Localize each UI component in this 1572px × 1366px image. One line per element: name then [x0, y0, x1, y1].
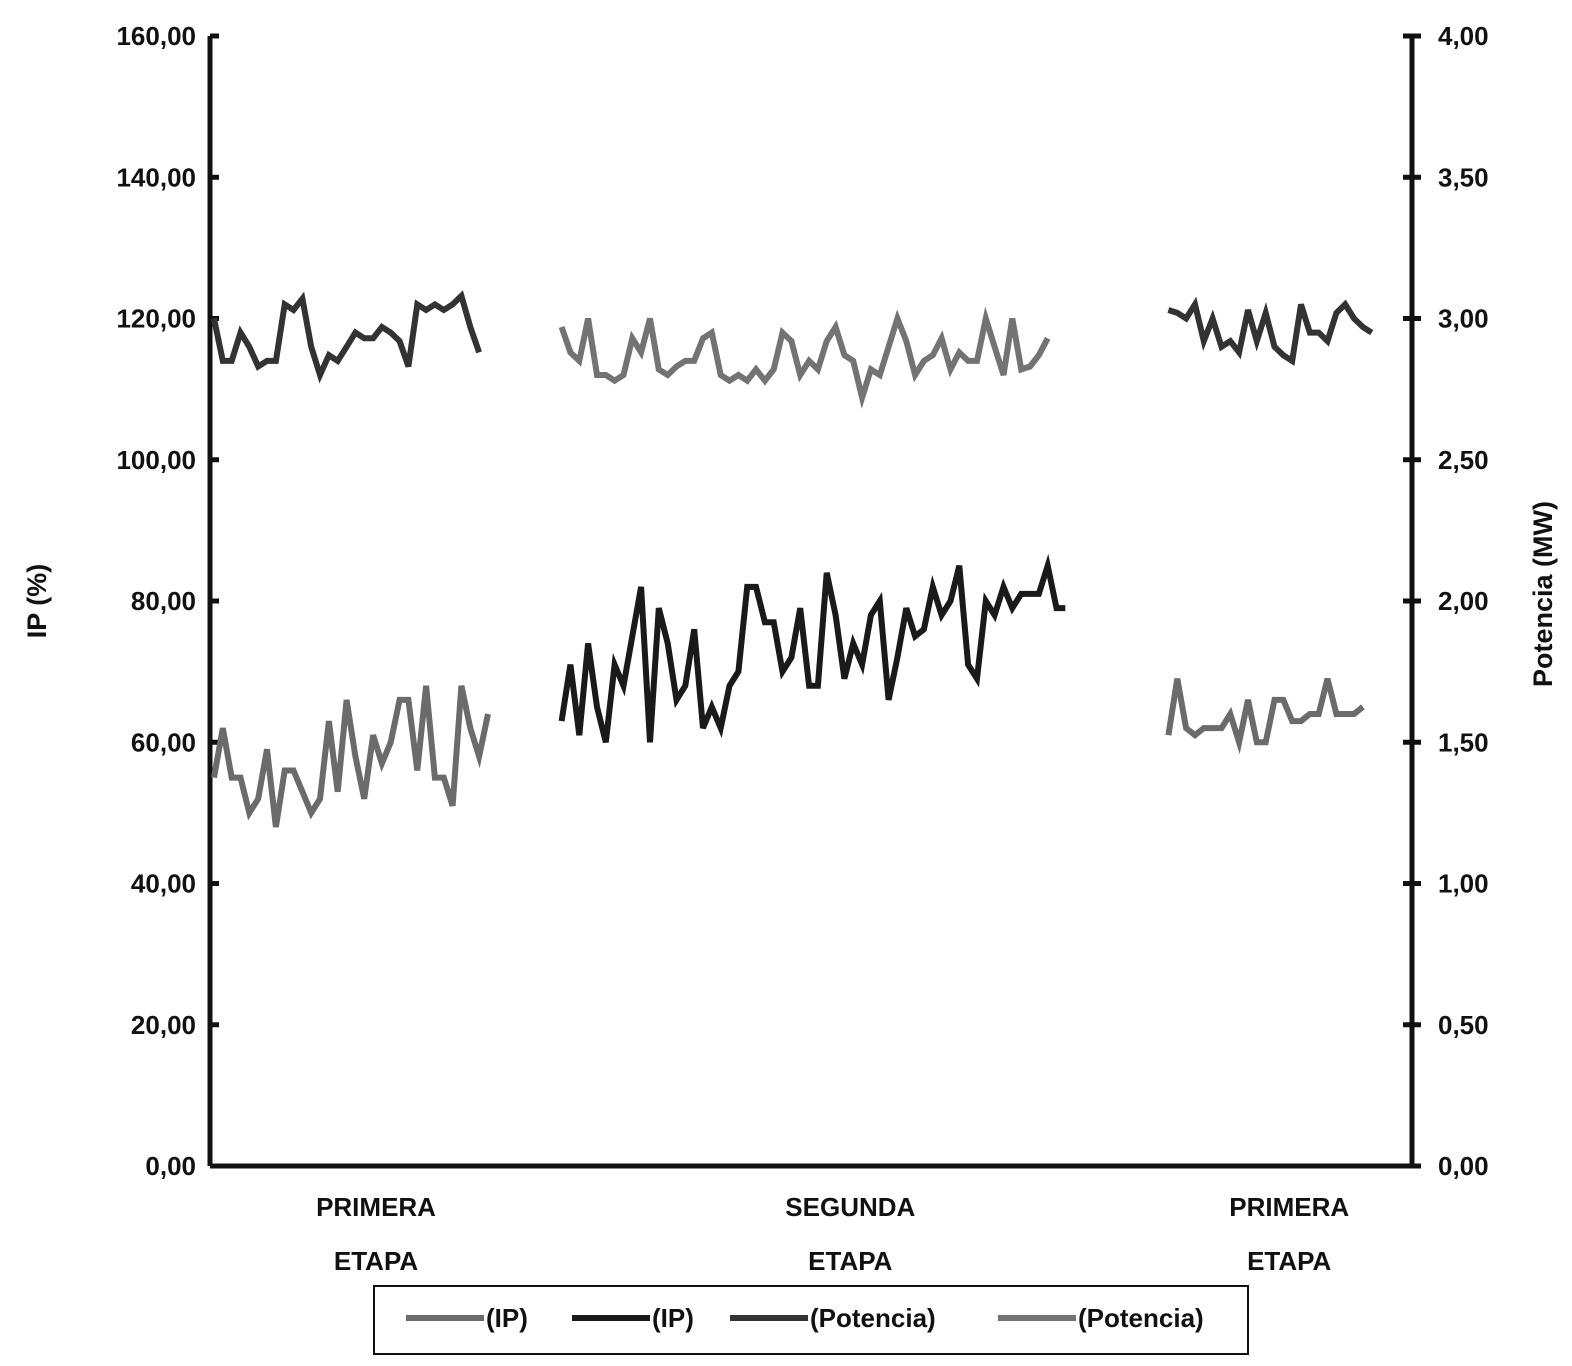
y-axis-title-left: IP (%)	[22, 564, 52, 639]
stage-label-line2: ETAPA	[334, 1246, 418, 1276]
stage-labels: PRIMERA ETAPA SEGUNDA ETAPA PRIMERA ETAPA	[316, 1192, 1349, 1276]
y-tick-label-left: 120,00	[116, 304, 196, 334]
y-tick-label-right: 4,00	[1438, 21, 1489, 51]
y-tick-label-left: 140,00	[116, 162, 196, 192]
y-tick-label-right: 0,00	[1438, 1151, 1489, 1181]
y-tick-label-left: 160,00	[116, 21, 196, 51]
y-tick-label-left: 20,00	[131, 1010, 196, 1040]
y-axis-title-right: Potencia (MW)	[1528, 501, 1558, 687]
series-line-1	[211, 685, 491, 828]
series-line-5	[1165, 677, 1365, 755]
y-tick-label-left: 100,00	[116, 445, 196, 475]
legend-label: (IP)	[652, 1303, 694, 1333]
series-line-4	[558, 306, 1051, 409]
y-tick-label-left: 80,00	[131, 586, 196, 616]
y-ticks-left: 0,00 20,00 40,00 60,00 80,00 100,00 120,00 140,…	[116, 21, 219, 1181]
stage-label-line1: PRIMERA	[1229, 1192, 1349, 1222]
axes	[207, 36, 1416, 1169]
stage-label-line2: ETAPA	[1247, 1246, 1331, 1276]
stage-label-line1: SEGUNDA	[785, 1192, 915, 1222]
stage-label-line1: PRIMERA	[316, 1192, 436, 1222]
series-line-2	[558, 553, 1066, 744]
legend-label: (Potencia)	[1078, 1303, 1204, 1333]
y-tick-label-right: 3,50	[1438, 162, 1489, 192]
y-tick-label-left: 40,00	[131, 869, 196, 899]
legend-label: (Potencia)	[810, 1303, 936, 1333]
y-tick-label-right: 1,50	[1438, 727, 1489, 757]
series-layer	[211, 290, 1374, 828]
stage-label-line2: ETAPA	[808, 1246, 892, 1276]
y-tick-label-right: 3,00	[1438, 304, 1489, 334]
y-tick-label-right: 0,50	[1438, 1010, 1489, 1040]
legend-label: (IP)	[486, 1303, 528, 1333]
y-tick-label-right: 1,00	[1438, 869, 1489, 899]
y-tick-label-right: 2,00	[1438, 586, 1489, 616]
y-ticks-right: 0,00 0,50 1,00 1,50 2,00 2,50 3,00 3,50 4,00	[1403, 21, 1489, 1181]
y-tick-label-left: 60,00	[131, 727, 196, 757]
y-tick-label-left: 0,00	[145, 1151, 196, 1181]
series-line-6	[1167, 296, 1374, 366]
legend: (IP) (IP) (Potencia) (Potencia)	[373, 1285, 1249, 1355]
series-line-3	[211, 290, 482, 384]
legend-box	[373, 1285, 1249, 1355]
y-tick-label-right: 2,50	[1438, 445, 1489, 475]
